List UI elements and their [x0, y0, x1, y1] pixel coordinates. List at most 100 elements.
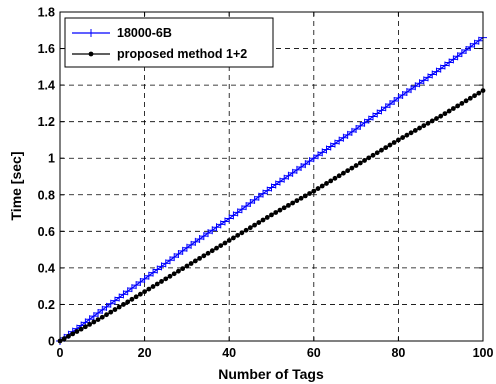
data-point-marker: [252, 222, 257, 228]
data-point-marker: [220, 217, 229, 226]
data-point-marker: [110, 296, 119, 305]
axis-ticks: 0 20 40 60 80 100 0 0.2 0.4 0.6 0.8 1 1.2 1.4 1.6 1.8: [38, 6, 494, 361]
data-point-marker: [411, 82, 420, 91]
data-point-marker: [161, 259, 170, 268]
data-point-marker: [91, 319, 97, 325]
data-point-marker: [229, 211, 238, 220]
legend-label-proposed-method: proposed method 1+2: [117, 47, 247, 61]
data-point-marker: [225, 214, 234, 223]
data-point-marker: [298, 195, 304, 201]
data-point-marker: [457, 49, 466, 58]
data-point-marker: [335, 136, 344, 145]
data-point-marker: [417, 125, 422, 131]
data-point-marker: [366, 155, 372, 161]
data-point-marker: [425, 120, 431, 126]
data-point-marker: [341, 170, 346, 176]
data-point-marker: [218, 243, 224, 248]
legend: 18000-6B proposed method 1+2: [64, 17, 274, 68]
data-point-marker: [246, 199, 255, 208]
x-tick-label: 100: [473, 346, 494, 360]
y-tick-label: 1.8: [38, 6, 55, 20]
data-point-marker: [280, 174, 289, 183]
data-point-marker: [70, 331, 76, 337]
data-point-marker: [394, 93, 403, 102]
x-tick-label: 60: [307, 346, 321, 360]
data-point-marker: [421, 123, 427, 129]
data-point-marker: [373, 109, 382, 118]
data-point-marker: [176, 268, 181, 274]
data-point-marker: [415, 79, 424, 88]
data-point-marker: [370, 152, 376, 158]
data-point-marker: [99, 314, 105, 320]
data-point-marker: [132, 281, 141, 290]
data-point-marker: [197, 255, 202, 261]
data-point-marker: [412, 128, 418, 133]
data-point-marker: [377, 106, 386, 115]
data-point-marker: [362, 158, 367, 163]
data-point-marker: [209, 248, 215, 254]
data-point-marker: [381, 103, 390, 112]
data-point-marker: [434, 116, 439, 121]
plot-frame: [59, 11, 484, 342]
series-proposed-method: [57, 88, 486, 344]
data-point-marker: [247, 225, 253, 231]
data-point-marker: [159, 279, 164, 284]
data-point-marker: [364, 115, 373, 124]
data-point-marker: [95, 317, 101, 323]
data-point-marker: [319, 183, 325, 189]
data-point-marker: [231, 235, 236, 241]
x-tick-label: 80: [391, 346, 405, 360]
data-point-marker: [453, 52, 462, 61]
data-point-marker: [157, 262, 166, 271]
data-point-marker: [78, 326, 84, 332]
data-point-marker: [353, 163, 359, 168]
data-point-marker: [462, 46, 471, 55]
data-point-marker: [324, 181, 329, 186]
data-point-marker: [269, 212, 274, 218]
y-tick-label: 0.8: [38, 188, 55, 202]
data-point-marker: [332, 175, 338, 181]
data-point-marker: [387, 142, 393, 148]
data-point-marker: [419, 76, 428, 85]
x-tick-label: 0: [57, 346, 64, 360]
data-point-marker: [178, 246, 187, 255]
data-point-marker: [357, 160, 363, 166]
y-tick-label: 1.2: [38, 115, 55, 129]
data-point-marker: [140, 274, 149, 283]
data-point-marker: [369, 112, 378, 121]
data-point-marker: [432, 67, 441, 76]
data-point-marker: [89, 312, 98, 321]
data-point-marker: [450, 106, 456, 111]
data-point-marker: [188, 261, 194, 266]
data-point-marker: [398, 90, 407, 99]
data-point-marker: [182, 243, 191, 252]
data-point-marker: [235, 232, 241, 238]
data-point-marker: [442, 111, 448, 117]
data-point-marker: [121, 302, 126, 307]
data-point-marker: [133, 294, 139, 300]
legend-marker-18000-6b: [87, 29, 95, 37]
data-point-marker: [115, 293, 124, 302]
data-point-marker: [288, 168, 297, 177]
data-point-marker: [85, 315, 94, 324]
data-point-marker: [345, 168, 351, 174]
data-point-marker: [165, 256, 174, 265]
data-point-marker: [171, 271, 177, 277]
data-point-marker: [264, 215, 270, 220]
data-point-marker: [391, 140, 397, 145]
data-point-marker: [379, 147, 384, 153]
data-point-marker: [226, 238, 232, 243]
data-point-marker: [237, 205, 246, 214]
data-point-marker: [104, 312, 109, 318]
data-point-marker: [153, 265, 162, 274]
data-point-marker: [144, 271, 153, 280]
data-point-marker: [284, 171, 293, 180]
y-tick-label: 0.6: [38, 225, 55, 239]
data-point-marker: [271, 180, 280, 189]
data-point-marker: [242, 202, 251, 211]
data-point-marker: [292, 165, 301, 174]
data-point-marker: [315, 186, 321, 191]
data-point-marker: [474, 36, 483, 45]
y-tick-label: 1.4: [38, 79, 55, 93]
data-point-marker: [263, 186, 272, 195]
